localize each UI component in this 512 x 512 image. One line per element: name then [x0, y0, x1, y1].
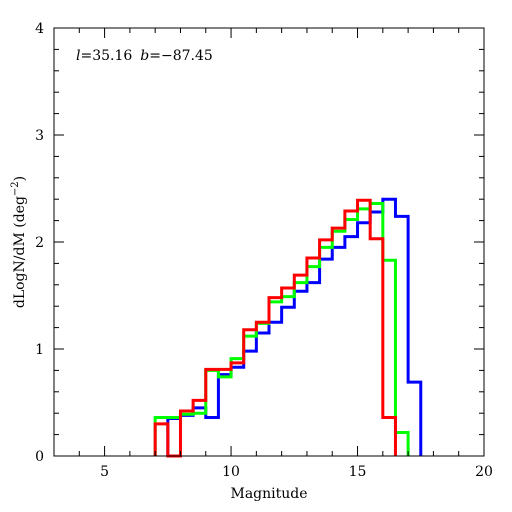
y-axis-label: dLogN/dM (deg−2): [10, 176, 28, 308]
y-tick-label: 3: [35, 128, 44, 144]
x-tick-label: 15: [349, 464, 367, 480]
x-tick-label: 20: [475, 464, 493, 480]
ticks-layer: [53, 27, 485, 457]
y-tick-label: 1: [35, 342, 44, 358]
x-tick-label: 10: [222, 464, 240, 480]
y-tick-label: 2: [35, 235, 44, 251]
x-axis-label: Magnitude: [230, 486, 307, 502]
l-value: =35.16: [80, 48, 132, 64]
coordinates-annotation: l=35.16 b=−87.45: [76, 48, 213, 64]
series-layer: [153, 197, 423, 458]
histogram-series-3: [153, 198, 397, 458]
histogram-series-2: [153, 201, 410, 456]
x-tick-label: 5: [100, 464, 109, 480]
y-tick-label: 4: [35, 21, 44, 37]
l-symbol: l: [76, 48, 80, 64]
b-value: =−87.45: [149, 48, 213, 64]
b-symbol: b: [140, 48, 149, 64]
tick-labels-layer: 5 10 15 20 0 1 2 3 4: [35, 21, 493, 480]
y-tick-label: 0: [35, 449, 44, 465]
